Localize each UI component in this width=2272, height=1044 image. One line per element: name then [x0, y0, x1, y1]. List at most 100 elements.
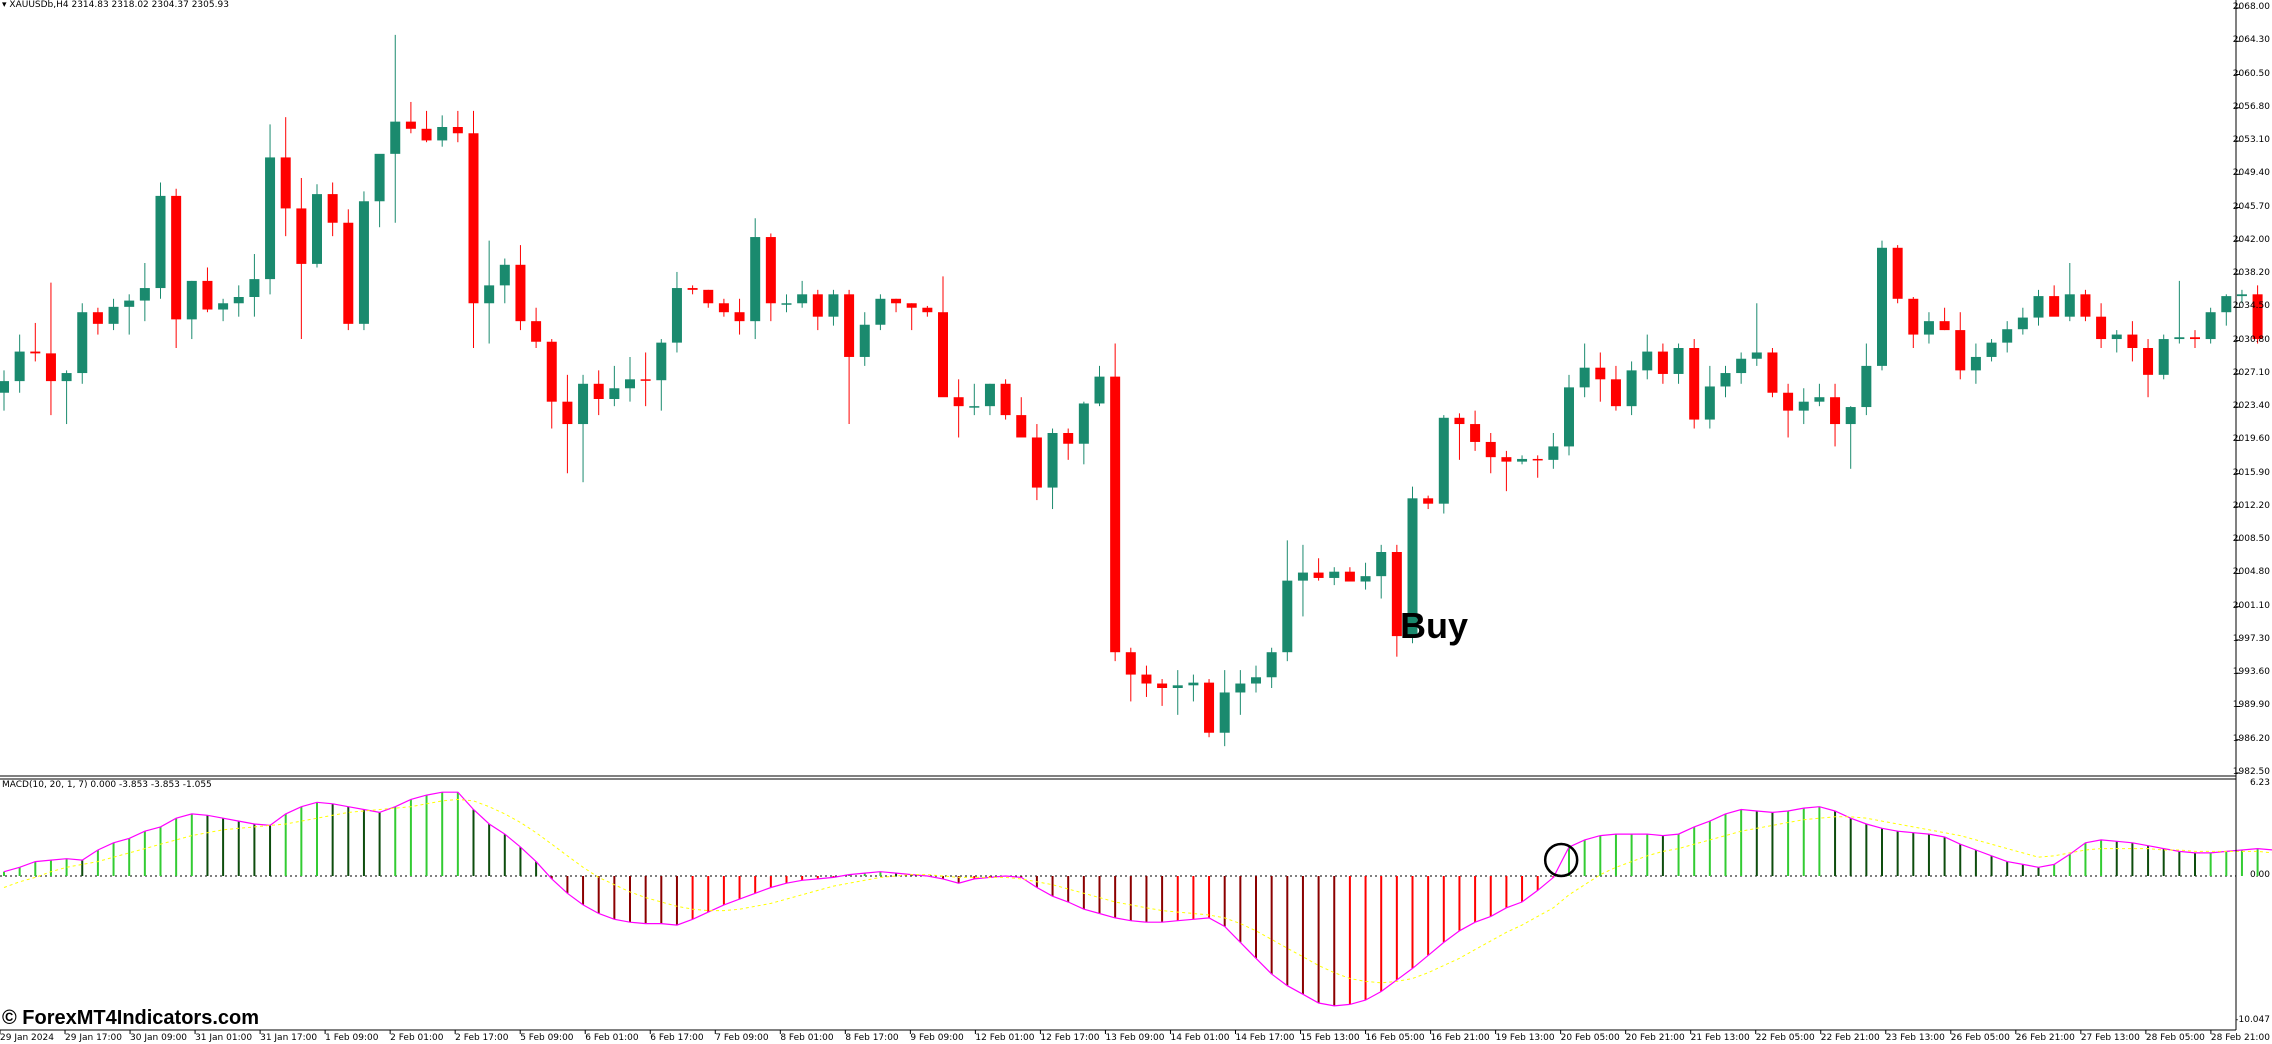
candle [2205, 307, 2216, 344]
candle [656, 339, 667, 411]
candle [844, 289, 855, 425]
symbol-header: ▾ XAUUSDb,H4 2314.83 2318.02 2304.37 230… [2, 0, 229, 10]
candle [1657, 343, 1668, 384]
price-tick-label: 2053.10 [2232, 135, 2270, 146]
candle [1642, 334, 1653, 380]
candle-body [108, 306, 119, 324]
candle [1517, 455, 1528, 465]
candle [312, 184, 322, 268]
candle-body [77, 312, 88, 374]
candle [875, 294, 886, 331]
candle-body [1297, 572, 1308, 581]
candle [1407, 486, 1418, 644]
chevron-down-icon[interactable]: ▾ [2, 0, 7, 10]
candle-body [938, 312, 948, 398]
time-tick-label: 15 Feb 13:00 [1300, 1033, 1360, 1043]
candle [2096, 303, 2107, 348]
price-tick-label: 1989.90 [2232, 700, 2270, 711]
candle [546, 339, 557, 429]
candle-body [2252, 294, 2263, 340]
candle [1031, 424, 1042, 501]
candle [1720, 365, 1731, 398]
candle [1470, 410, 1481, 451]
price-tick-label: 1986.20 [2232, 733, 2270, 744]
time-tick-label: 26 Feb 05:00 [1950, 1033, 2010, 1043]
candle [1783, 383, 1794, 438]
candle [468, 110, 479, 348]
buy-signal-label: Buy [1400, 605, 1469, 646]
candle-body [30, 351, 41, 354]
price-tick-label: 2008.50 [2232, 534, 2270, 545]
candle-body [1423, 498, 1434, 504]
price-tick-label: 2015.90 [2232, 467, 2270, 478]
candle-body [1564, 387, 1574, 447]
candle [1047, 428, 1058, 510]
candle-body [1251, 677, 1261, 684]
candle-body [2064, 294, 2075, 317]
chart-frame [0, 0, 2240, 1034]
candle-body [2158, 339, 2169, 375]
candle-body [1438, 417, 1449, 504]
candle-body [139, 288, 150, 301]
candle [1329, 567, 1340, 586]
candle [1736, 352, 1747, 384]
candle [437, 115, 448, 147]
candle [1297, 544, 1308, 617]
candle-body [1235, 683, 1246, 693]
time-tick-label: 22 Feb 21:00 [1820, 1033, 1880, 1043]
candle-body [249, 279, 260, 297]
candle [484, 240, 495, 344]
candle-body [202, 280, 213, 310]
candle [1251, 665, 1261, 693]
candle [562, 374, 573, 474]
candle-body [1939, 321, 1950, 331]
candle-body [578, 383, 589, 425]
candle-body [1219, 692, 1230, 733]
candle [14, 334, 25, 393]
candle [405, 101, 416, 134]
price-tick-label: 2027.10 [2232, 367, 2270, 378]
candle [984, 383, 995, 416]
candle [1986, 339, 1997, 362]
candle-body [1548, 446, 1559, 460]
candle-body [1125, 652, 1136, 675]
candle [1219, 670, 1230, 747]
candle [1861, 343, 1872, 416]
candle [1564, 374, 1574, 456]
time-tick-label: 23 Feb 13:00 [1885, 1033, 1945, 1043]
candle-body [1642, 351, 1653, 371]
macd-panel [0, 791, 2272, 1007]
time-tick-label: 7 Feb 09:00 [715, 1033, 769, 1043]
candle-body [859, 324, 870, 357]
candle [1141, 665, 1152, 697]
indicator-header: MACD(10, 20, 1, 7) 0.000 -3.853 -3.853 -… [2, 780, 212, 790]
candle [2174, 280, 2185, 344]
candle-body [2033, 296, 2044, 318]
candle [1798, 388, 1809, 425]
time-tick-label: 9 Feb 09:00 [910, 1033, 964, 1043]
candle-body [186, 280, 197, 320]
time-tick-label: 20 Feb 05:00 [1560, 1033, 1620, 1043]
signal-line [3, 798, 2272, 984]
candle [515, 245, 526, 331]
candle-body [1595, 367, 1606, 380]
price-tick-label: 2004.80 [2232, 567, 2270, 578]
price-tick-label: 2060.50 [2232, 68, 2270, 79]
candle-body [703, 289, 714, 304]
candle-body [1657, 351, 1668, 374]
candle-body [1376, 552, 1387, 577]
candle-body [2080, 294, 2091, 317]
candle [421, 110, 432, 143]
candle-body [1704, 386, 1715, 420]
candle-body [765, 237, 776, 304]
price-tick-label: 2068.00 [2232, 2, 2270, 12]
candle-body [1689, 348, 1700, 420]
candle-body [875, 298, 886, 325]
candle-body [1141, 674, 1152, 684]
candle-body [1751, 352, 1762, 359]
candle [1908, 297, 1919, 348]
time-tick-label: 29 Jan 17:00 [65, 1033, 122, 1043]
candle [1000, 379, 1011, 420]
time-tick-label: 31 Jan 17:00 [260, 1033, 318, 1043]
candle [1877, 240, 1887, 371]
